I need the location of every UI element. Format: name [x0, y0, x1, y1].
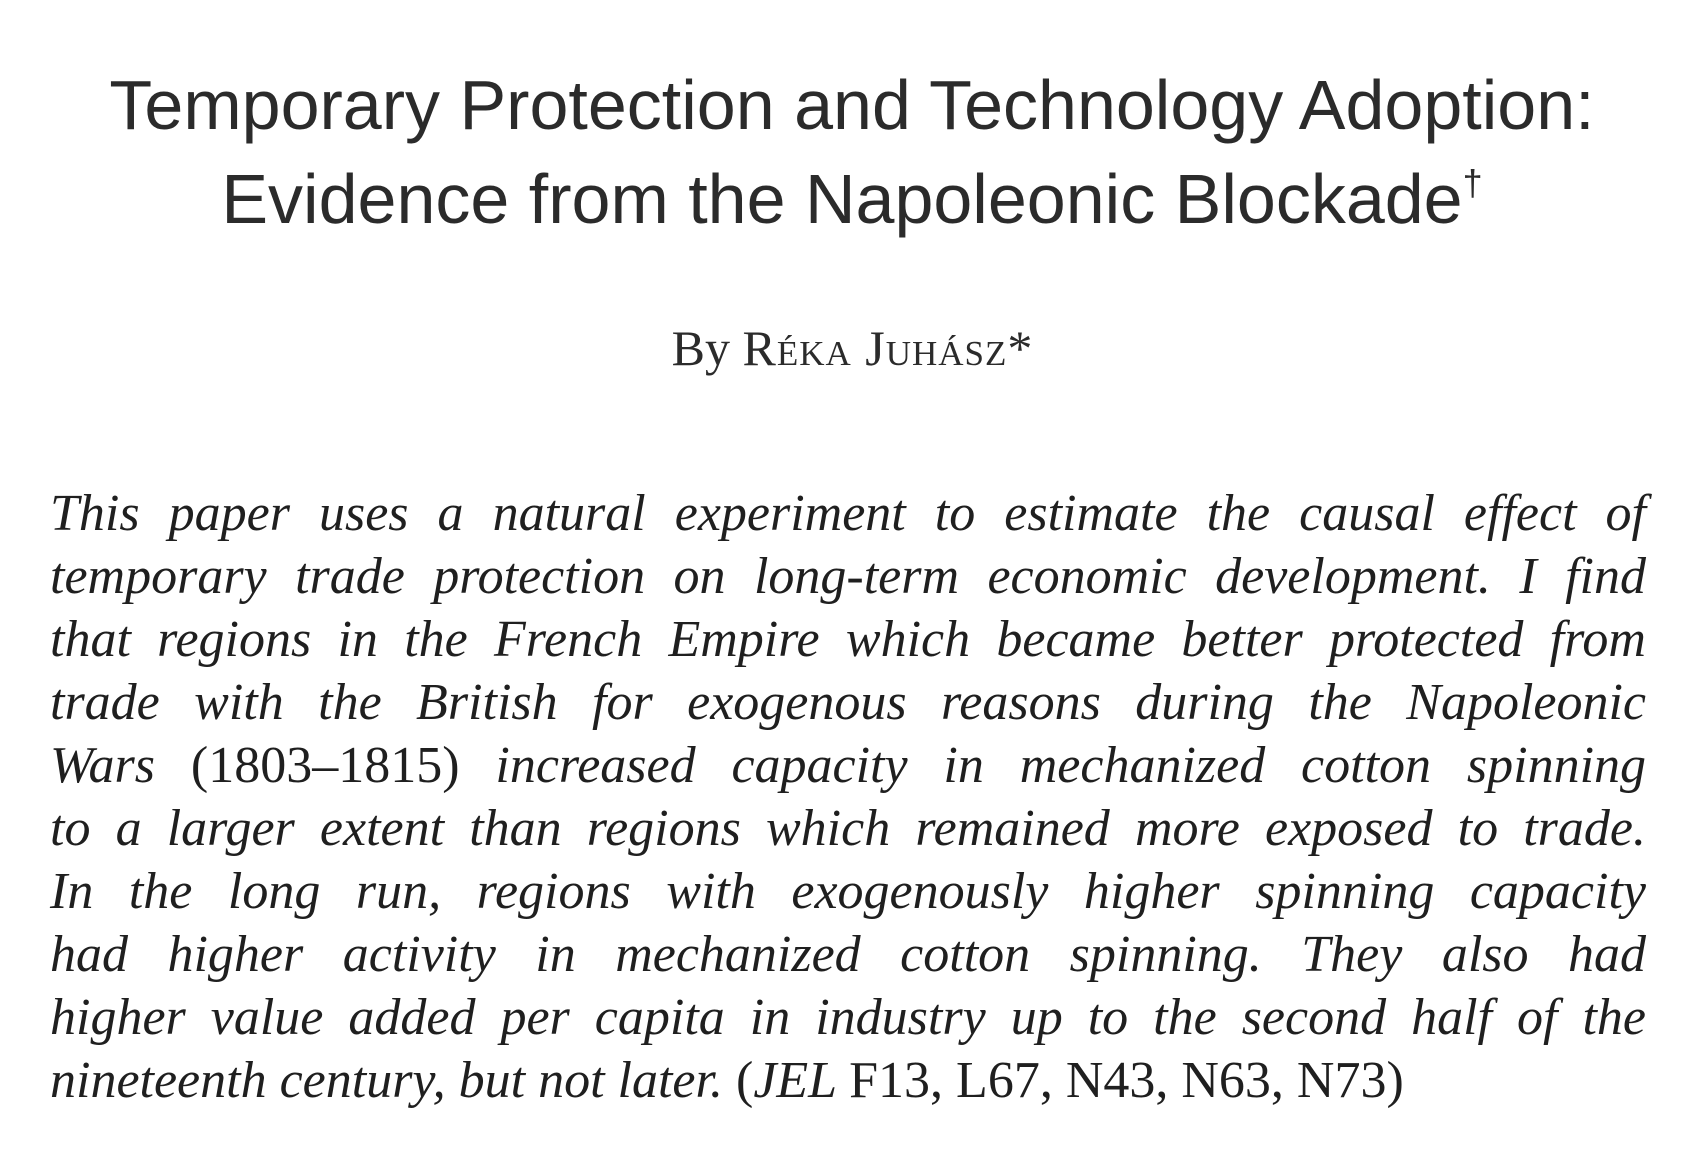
abstract-line-part: Wars	[50, 737, 155, 794]
abstract-line-part: nineteenth century, but not later.	[50, 1052, 723, 1109]
jel-label: JEL	[753, 1052, 836, 1109]
abstract-line: to a larger extent than regions which re…	[50, 797, 1646, 860]
abstract-line: trade with the British for exogenous rea…	[50, 671, 1646, 734]
abstract: This paper uses a natural experiment to …	[50, 482, 1646, 1112]
author-name: Réka Juhász	[742, 320, 1007, 376]
abstract-line: higher value added per capita in industr…	[50, 986, 1646, 1049]
abstract-line: had higher activity in mechanized cotton…	[50, 923, 1646, 986]
title-line-2-text: Evidence from the Napoleonic Blockade	[221, 160, 1462, 238]
abstract-line: nineteenth century, but not later. (JEL …	[50, 1049, 1646, 1112]
abstract-line-part: increased capacity in mechanized cotton …	[495, 737, 1646, 794]
abstract-line: Wars (1803–1815) increased capacity in m…	[50, 734, 1646, 797]
paper-title: Temporary Protection and Technology Adop…	[0, 58, 1704, 246]
jel-codes: F13, L67, N43, N63, N73	[849, 1052, 1386, 1109]
jel-close-paren: )	[1386, 1052, 1403, 1109]
abstract-line: temporary trade protection on long-term …	[50, 545, 1646, 608]
title-line-1: Temporary Protection and Technology Adop…	[0, 58, 1704, 152]
author-footnote-mark: *	[1007, 320, 1032, 376]
abstract-line: that regions in the French Empire which …	[50, 608, 1646, 671]
author-byline: By Réka Juhász*	[0, 318, 1704, 378]
jel-open-paren: (	[736, 1052, 753, 1109]
date-range: (1803–1815)	[191, 737, 460, 794]
abstract-line: In the long run, regions with exogenousl…	[50, 860, 1646, 923]
title-footnote-mark: †	[1463, 162, 1483, 203]
abstract-line: This paper uses a natural experiment to …	[50, 482, 1646, 545]
title-line-2: Evidence from the Napoleonic Blockade†	[0, 152, 1704, 246]
byline-prefix: By	[672, 320, 730, 376]
